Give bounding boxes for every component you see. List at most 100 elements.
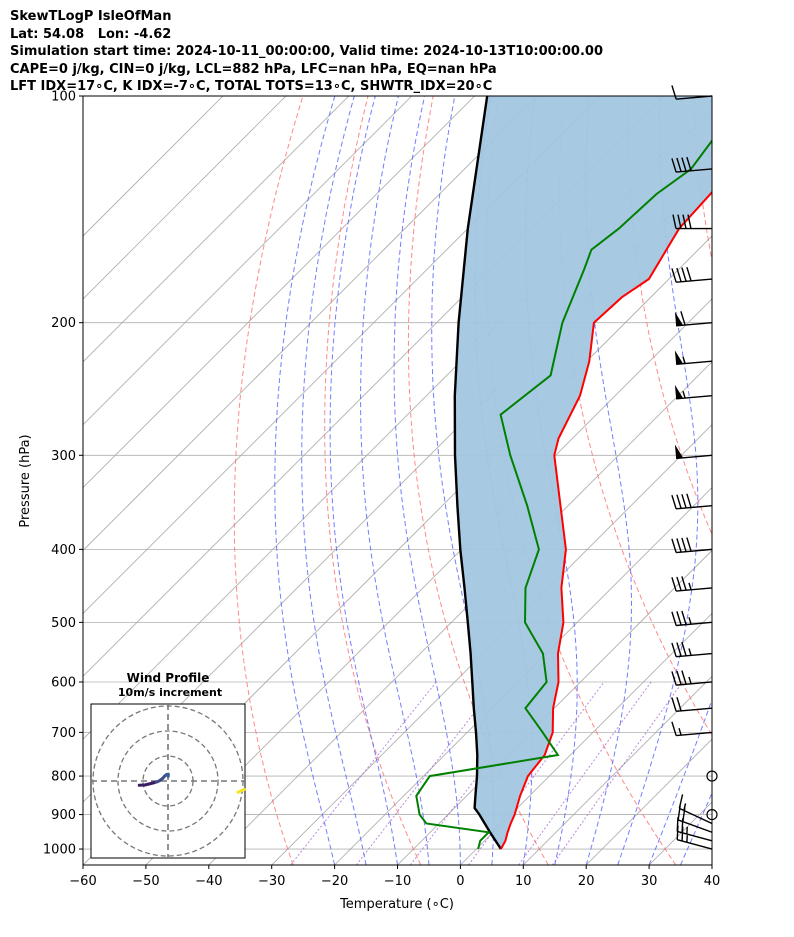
- moist-adiabat: [680, 791, 712, 865]
- axes: −60 −50 −40 −30 −20 −10 0 10 20 30 40 1000 900 800 700…: [43, 90, 720, 890]
- barb-staff: [676, 168, 713, 173]
- barb-staff: [676, 707, 713, 712]
- wind-barb: [671, 156, 713, 173]
- x-tick-label: 0: [456, 874, 464, 889]
- barb-full: [686, 156, 692, 172]
- barb-full: [681, 670, 687, 685]
- barb-half: [683, 803, 687, 811]
- isotherm-gridline: [523, 675, 712, 865]
- parcel-profile-line: [453, 96, 502, 850]
- barb-staff: [676, 652, 713, 658]
- wind-barb: [706, 808, 718, 821]
- barb-full: [676, 642, 682, 657]
- wind-barb: [674, 350, 713, 366]
- barb-full: [681, 157, 687, 172]
- barb-full: [676, 538, 682, 553]
- moist-adiabat: [393, 96, 461, 865]
- mixing-ratio-line: [468, 681, 605, 865]
- barb-staff: [677, 839, 713, 850]
- dry-adiabat: [407, 96, 549, 865]
- barb-full: [677, 214, 682, 229]
- dry-adiabat: [233, 96, 304, 865]
- isotherm-gridline: [83, 96, 350, 363]
- barb-full: [671, 671, 677, 686]
- mixing-ratio-line: [551, 681, 684, 865]
- barb-full: [676, 670, 682, 685]
- chart-header: SkewTLogP IsleOfMan Lat: 54.08 Lon: -4.62…: [10, 8, 603, 96]
- moist-adiabat: [274, 96, 336, 865]
- wind-barb: [678, 794, 713, 825]
- x-tick-label: −50: [132, 874, 159, 889]
- barb-staff: [677, 830, 713, 842]
- temperature-profile-line: [500, 190, 712, 850]
- calm-wind-circle: [706, 808, 718, 821]
- barb-staff: [679, 807, 713, 825]
- station-coordinates: Lat: 54.08 Lon: -4.62: [10, 26, 172, 42]
- station-title: SkewTLogP IsleOfMan: [10, 9, 172, 24]
- calm-wind-circle: [706, 770, 718, 782]
- barb-full: [686, 493, 692, 508]
- moist-adiabat: [648, 698, 712, 865]
- moist-adiabat: [329, 96, 398, 865]
- isotherm-gridline: [83, 96, 412, 426]
- barb-half: [688, 648, 692, 656]
- sounding-profiles: [415, 96, 712, 850]
- x-tick-label: 40: [704, 874, 721, 889]
- wind-barb: [671, 85, 713, 100]
- barb-staff: [676, 278, 713, 283]
- wind-barb: [671, 641, 713, 658]
- y-tick-label: 900: [51, 808, 76, 823]
- barb-full: [671, 697, 677, 712]
- dry-adiabat: [759, 96, 794, 865]
- x-tick-label: −40: [195, 874, 222, 889]
- barb-full: [671, 577, 677, 592]
- x-tick-label: −20: [321, 874, 348, 889]
- barb-staff: [676, 731, 713, 737]
- barb-full: [671, 85, 677, 100]
- x-tick-label: 20: [578, 874, 595, 889]
- dry-adiabat: [693, 96, 712, 263]
- barb-staff: [676, 621, 713, 627]
- moist-adiabat: [301, 96, 367, 865]
- hodograph-subtitle: 10m/s increment: [118, 686, 222, 699]
- barb-flag: [674, 444, 684, 459]
- y-tick-label: 700: [51, 726, 76, 741]
- y-tick-label: 600: [51, 675, 76, 690]
- barb-full: [671, 611, 677, 626]
- wind-barb: [674, 384, 713, 400]
- x-tick-label: −30: [258, 874, 285, 889]
- barb-full: [676, 696, 682, 712]
- barb-flag: [674, 311, 684, 326]
- barb-staff: [676, 681, 713, 686]
- moist-adiabat: [711, 863, 712, 865]
- wind-barb: [671, 721, 713, 737]
- barb-full: [681, 610, 687, 625]
- barb-full: [676, 611, 682, 626]
- barb-full: [676, 576, 682, 591]
- isotherm-gridline: [460, 612, 712, 865]
- moist-adiabat: [360, 96, 430, 865]
- hodograph-content: [91, 704, 245, 858]
- barb-full: [676, 267, 682, 282]
- y-tick-label: 200: [51, 316, 76, 331]
- simulation-times: Simulation start time: 2024-10-11_00:00:…: [10, 44, 603, 60]
- barb-half: [682, 356, 686, 364]
- wind-barb: [671, 670, 713, 686]
- wind-barb: [706, 770, 718, 782]
- barb-full: [671, 642, 677, 657]
- dewpoint-profile-line: [415, 138, 712, 850]
- barb-full: [671, 494, 677, 510]
- barb-full: [680, 311, 686, 326]
- wind-barb: [671, 610, 713, 627]
- barb-full: [671, 538, 677, 553]
- barb-full: [671, 268, 677, 283]
- wind-barb: [671, 493, 713, 510]
- barb-full: [676, 157, 682, 172]
- barb-staff: [676, 587, 713, 592]
- barb-full: [681, 641, 687, 656]
- barb-full: [672, 214, 677, 229]
- barb-half: [688, 676, 692, 685]
- barb-full: [681, 494, 687, 509]
